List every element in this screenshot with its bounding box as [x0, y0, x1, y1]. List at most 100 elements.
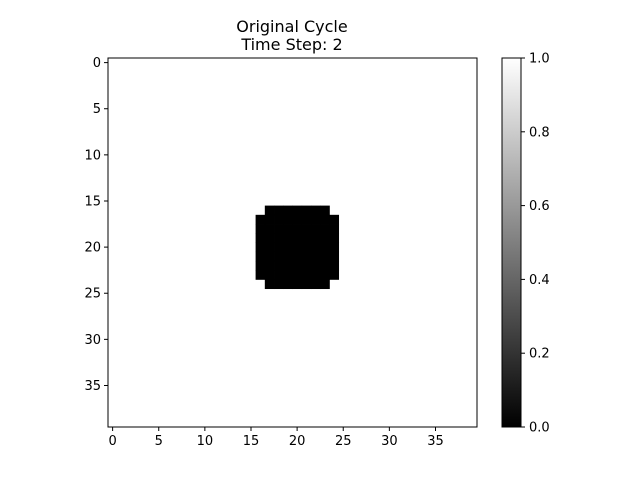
- heatmap-cell: [292, 214, 303, 225]
- colorbar-axis: 0.0 0.2 0.4 0.6 0.8 1.0: [521, 52, 550, 436]
- y-tick-label: 10: [84, 148, 101, 163]
- heatmap-cell: [283, 242, 293, 253]
- y-tick-label: 30: [84, 333, 101, 348]
- heatmap-cell: [292, 205, 303, 216]
- heatmap-cell: [274, 270, 284, 280]
- heatmap-cell: [301, 260, 312, 271]
- heatmap-cell: [310, 205, 321, 216]
- y-tick-label: 15: [84, 194, 101, 209]
- heatmap-cell: [301, 242, 312, 253]
- y-tick-label: 5: [93, 102, 101, 117]
- heatmap-cell: [329, 224, 340, 234]
- heatmap-cell: [274, 224, 284, 234]
- heatmap-cell: [274, 214, 284, 225]
- heatmap-cell: [301, 279, 312, 290]
- heatmap-cell: [274, 251, 284, 262]
- heatmap-cell: [255, 233, 266, 243]
- heatmap-cell: [292, 224, 303, 234]
- heatmap-cell: [310, 242, 321, 253]
- plot-frame: [107, 57, 478, 428]
- heatmap-cell: [320, 279, 330, 290]
- x-axis: 0 5 10 15 20 25 30 35: [108, 427, 444, 449]
- colorbar-tick-label: 1.0: [529, 52, 550, 67]
- heatmap-cell: [301, 214, 312, 225]
- heatmap-cell: [292, 233, 303, 243]
- heatmap-cell: [274, 242, 284, 253]
- x-tick-label: 0: [108, 434, 116, 449]
- heatmap-cell: [283, 214, 293, 225]
- heatmap-cell: [292, 242, 303, 253]
- heatmap-cell: [320, 224, 330, 234]
- heatmap-cell: [320, 233, 330, 243]
- heatmap-cell: [329, 260, 340, 271]
- heatmap-cell: [264, 233, 275, 243]
- heatmap-cell: [283, 270, 293, 280]
- heatmap-cell: [292, 270, 303, 280]
- heatmap-cell: [329, 270, 340, 280]
- heatmap-cell: [301, 270, 312, 280]
- heatmap-cell: [264, 242, 275, 253]
- heatmap-cell: [310, 279, 321, 290]
- heatmap-cell: [320, 260, 330, 271]
- colorbar-tick-label: 0.2: [529, 347, 550, 362]
- x-tick-label: 35: [427, 434, 444, 449]
- heatmap-cell: [301, 224, 312, 234]
- heatmap-cell: [310, 260, 321, 271]
- heatmap-cell: [283, 260, 293, 271]
- y-tick-label: 35: [84, 379, 101, 394]
- heatmap-cell: [283, 205, 293, 216]
- heatmap-cell: [255, 224, 266, 234]
- heatmap-cell: [255, 260, 266, 271]
- y-tick-label: 0: [93, 56, 101, 71]
- heatmap-cell: [264, 251, 275, 262]
- heatmap-cell: [292, 260, 303, 271]
- heatmap-cell: [329, 251, 340, 262]
- heatmap-cell: [310, 270, 321, 280]
- heatmap-cell: [292, 251, 303, 262]
- heatmap-cell: [329, 233, 340, 243]
- heatmap-cell: [255, 242, 266, 253]
- heatmap-cell: [329, 214, 340, 225]
- heatmap-cell: [264, 279, 275, 290]
- x-tick-label: 10: [197, 434, 214, 449]
- heatmap-cell: [283, 224, 293, 234]
- heatmap-cell: [310, 214, 321, 225]
- heatmap-cell: [283, 279, 293, 290]
- heatmap-cell: [264, 214, 275, 225]
- heatmap-cell: [255, 270, 266, 280]
- x-tick-label: 30: [381, 434, 398, 449]
- y-axis: 0 5 10 15 20 25 30 35: [84, 56, 108, 394]
- heatmap-cell: [274, 233, 284, 243]
- heatmap-cell: [255, 214, 266, 225]
- chart-subtitle: Time Step: 2: [240, 35, 342, 54]
- heatmap-cell: [329, 242, 340, 253]
- colorbar-tick-label: 0.4: [529, 273, 550, 288]
- y-tick-label: 25: [84, 287, 101, 302]
- x-tick-label: 25: [335, 434, 352, 449]
- heatmap-cell: [310, 233, 321, 243]
- x-tick-label: 15: [243, 434, 260, 449]
- heatmap-cell: [283, 251, 293, 262]
- heatmap-cell: [320, 251, 330, 262]
- heatmap-cell: [264, 224, 275, 234]
- colorbar-tick-label: 0.0: [529, 421, 550, 436]
- heatmap-cell: [320, 270, 330, 280]
- x-tick-label: 20: [289, 434, 306, 449]
- chart-title: Original Cycle: [236, 17, 347, 36]
- heatmap-cell: [320, 205, 330, 216]
- x-tick-label: 5: [155, 434, 163, 449]
- heatmap-cell: [292, 279, 303, 290]
- heatmap-cell: [274, 205, 284, 216]
- y-tick-label: 20: [84, 241, 101, 256]
- heatmap-cell: [264, 260, 275, 271]
- colorbar-tick-label: 0.8: [529, 125, 550, 140]
- heatmap-cell: [255, 251, 266, 262]
- heatmap-cell: [310, 251, 321, 262]
- heatmap-cell: [301, 233, 312, 243]
- heatmap-cell: [301, 251, 312, 262]
- colorbar-tick-label: 0.6: [529, 199, 550, 214]
- heatmap-cell: [264, 270, 275, 280]
- heatmap-cell: [310, 224, 321, 234]
- heatmap-cell: [320, 242, 330, 253]
